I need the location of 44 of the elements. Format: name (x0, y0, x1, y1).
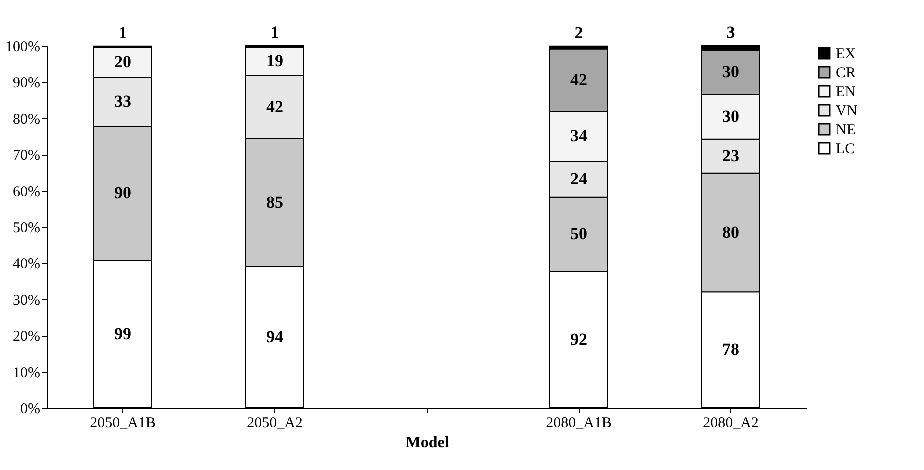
annotation: 42 (570, 70, 588, 90)
x-tick-label: 2050_A1B (90, 416, 156, 432)
annotation: 92 (570, 330, 588, 349)
annotation: 42 (266, 98, 284, 117)
annotation: 85 (266, 192, 284, 212)
y-tick-label: 100% (6, 40, 40, 56)
x-tick-label: 2080_A1B (546, 416, 612, 432)
legend-label: VN (836, 104, 858, 120)
x-tick-label: 2050_A2 (247, 416, 303, 432)
legend-label: CR (836, 66, 856, 82)
text: 2 (574, 23, 584, 42)
text: 1 (118, 23, 128, 42)
annotation: 90 (114, 184, 132, 203)
y-tick-label: 90% (13, 76, 40, 92)
annotation: 20 (114, 52, 132, 72)
legend-label: NE (836, 122, 856, 138)
annotation: 24 (570, 170, 588, 189)
annotation: 30 (722, 62, 740, 82)
annotation: 78 (722, 340, 740, 360)
legend-label: EN (836, 84, 856, 100)
legend-label: LC (836, 142, 856, 158)
annotation: 99 (114, 324, 132, 344)
legend-label: EX (836, 46, 856, 62)
y-tick-label: 70% (13, 148, 40, 164)
y-tick-label: 40% (13, 256, 40, 273)
x-axis-title: Model (406, 434, 450, 452)
y-tick-label: 0% (20, 402, 40, 418)
annotation: 34 (570, 126, 588, 146)
y-tick-label: 10% (13, 365, 40, 382)
annotation: 50 (570, 224, 588, 244)
text: 1 (270, 23, 280, 42)
annotation: 80 (722, 222, 740, 242)
y-tick-label: 80% (13, 112, 40, 128)
text: 3 (726, 23, 736, 42)
x-tick-label: 2080_A2 (703, 416, 759, 432)
y-tick-label: 30% (13, 292, 40, 309)
annotation: 23 (722, 146, 740, 166)
y-tick-label: 20% (13, 329, 40, 346)
annotation: 19 (266, 52, 284, 71)
annotation: 33 (114, 92, 132, 112)
y-tick-label: 50% (13, 220, 40, 236)
y-tick-label: 60% (13, 184, 40, 200)
annotation: 30 (722, 107, 740, 126)
annotation: 94 (266, 327, 284, 346)
